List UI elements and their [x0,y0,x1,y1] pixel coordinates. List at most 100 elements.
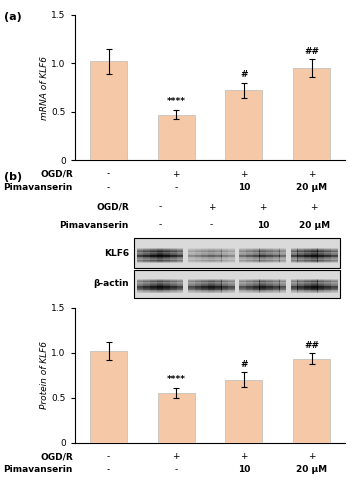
Bar [291,292,298,294]
Bar [304,252,311,254]
Bar [150,279,157,281]
Bar [304,254,311,256]
Bar [221,290,228,291]
Bar [157,250,163,252]
Bar [239,279,246,281]
Bar [170,254,177,256]
Bar [266,252,273,253]
Bar [297,248,304,250]
Bar [253,290,260,292]
Bar [246,292,253,294]
Bar [163,252,170,253]
Bar [260,286,266,288]
Bar [157,286,163,288]
Bar [266,261,273,263]
Bar [136,282,143,283]
Bar [221,248,228,250]
Bar [239,249,246,251]
Bar [266,256,273,258]
Bar [311,260,318,262]
Bar [324,256,331,258]
Bar [260,287,266,289]
Bar [215,287,221,289]
Bar [331,252,338,254]
Bar [239,282,246,283]
Bar [201,260,208,262]
Bar [136,287,143,289]
Bar [279,282,286,284]
Bar [188,282,195,283]
Bar [208,280,215,282]
Text: -: - [107,466,110,474]
Text: -: - [158,220,162,230]
Bar [228,286,235,288]
Bar [215,248,221,250]
Bar [304,249,311,251]
Bar [215,279,221,281]
Bar [208,254,215,256]
Bar [239,282,246,284]
Bar [143,282,150,283]
Bar [239,258,246,260]
Bar [297,259,304,260]
Bar [170,280,177,282]
Bar [297,255,304,257]
Bar [150,255,157,257]
Bar [221,280,228,282]
Bar [177,290,183,292]
Text: ****: **** [167,375,186,384]
Bar [331,279,338,281]
Bar [246,280,253,282]
Bar [311,258,318,260]
Bar [143,249,150,251]
Bar [304,252,311,253]
Bar [324,249,331,251]
Bar [311,285,318,286]
Bar [273,259,279,260]
Bar [221,249,228,251]
Bar [311,292,318,294]
Bar [201,249,208,251]
Bar [228,290,235,292]
Bar [324,284,331,286]
Text: +: + [172,170,180,178]
Bar [291,290,298,292]
Bar [195,280,201,282]
Bar [260,282,266,283]
Bar [304,282,311,283]
Bar [279,254,286,256]
Bar [279,285,286,286]
Bar [136,292,143,294]
Bar [201,285,208,286]
Bar [150,282,157,283]
Bar [177,282,183,283]
Bar [239,254,246,256]
Bar [143,287,150,289]
Bar [304,285,311,286]
Bar [291,279,298,281]
Bar [208,255,215,257]
Bar [136,280,143,282]
Bar [239,288,246,290]
Bar [279,279,286,281]
Bar [150,285,157,286]
Bar [136,290,143,291]
Bar [170,285,177,286]
Bar [215,292,221,294]
Bar [208,287,215,289]
Bar [279,255,286,257]
Bar [246,286,253,288]
Bar [157,252,163,254]
Text: 10: 10 [238,466,250,474]
Bar [260,282,266,284]
Bar [246,279,253,281]
Bar [170,252,177,254]
Bar [228,259,235,260]
Bar [143,250,150,252]
Bar [201,282,208,283]
Bar [188,252,195,254]
Bar [143,285,150,286]
Bar [311,282,318,283]
Bar [304,256,311,258]
Bar [331,252,338,253]
